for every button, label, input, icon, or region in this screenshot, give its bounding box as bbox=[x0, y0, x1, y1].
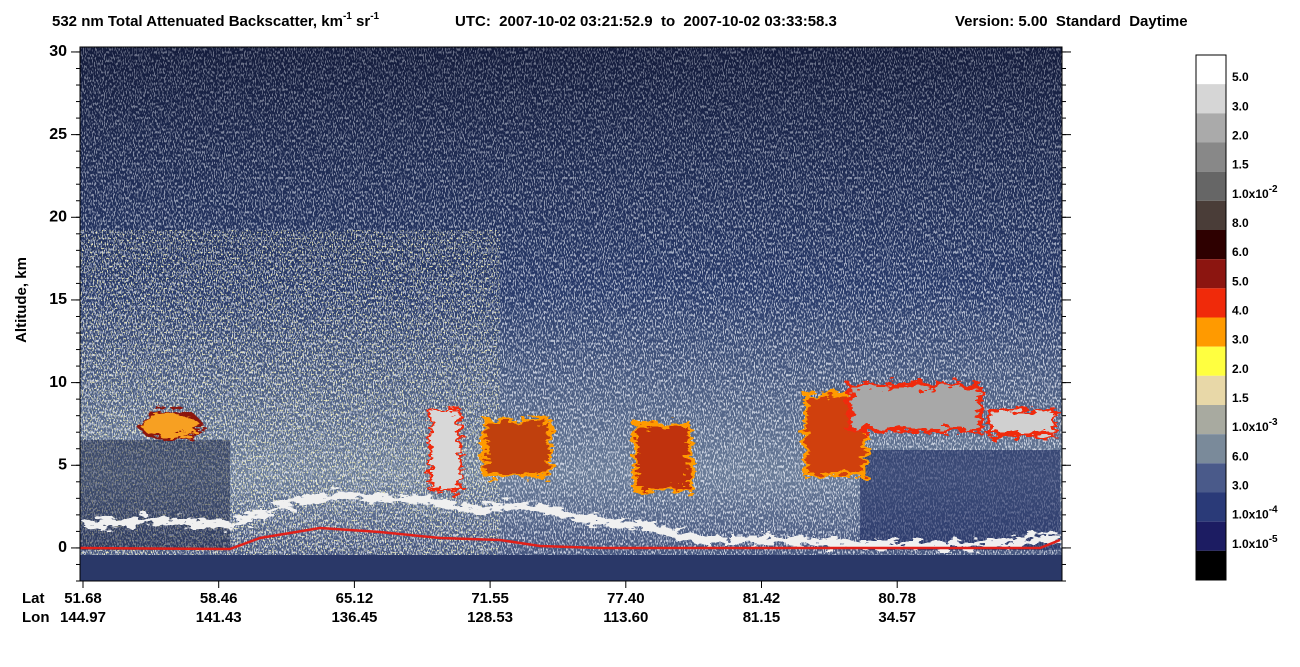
title-part: sr bbox=[352, 13, 371, 30]
colorbar-swatch bbox=[1196, 521, 1226, 551]
lat-label: 77.40 bbox=[607, 590, 645, 607]
colorbar-label: 3.0 bbox=[1232, 100, 1249, 114]
title-sup: -1 bbox=[370, 11, 379, 22]
lat-label: 80.78 bbox=[878, 590, 916, 607]
colorbar-label-text: 1.0x10 bbox=[1232, 187, 1269, 201]
y-tick-label: 25 bbox=[49, 126, 67, 143]
colorbar-swatch bbox=[1196, 463, 1226, 493]
colorbar-swatch bbox=[1196, 113, 1226, 143]
colorbar-label-text: 4.0 bbox=[1232, 304, 1249, 318]
colorbar-label-sup: -5 bbox=[1269, 533, 1278, 544]
colorbar-label-text: 1.0x10 bbox=[1232, 420, 1269, 434]
colorbar-swatch bbox=[1196, 230, 1226, 260]
colorbar-swatch bbox=[1196, 259, 1226, 289]
lat-label: 51.68 bbox=[64, 590, 102, 607]
lat-label: 58.46 bbox=[200, 590, 238, 607]
colorbar-label-text: 3.0 bbox=[1232, 100, 1249, 114]
colorbar-label-text: 5.0 bbox=[1232, 70, 1249, 84]
lat-label: 71.55 bbox=[471, 590, 509, 607]
colorbar-swatch bbox=[1196, 55, 1226, 85]
colorbar-swatch bbox=[1196, 288, 1226, 318]
y-tick-label: 0 bbox=[58, 539, 67, 556]
colorbar-swatch bbox=[1196, 346, 1226, 376]
colorbar-swatch bbox=[1196, 550, 1226, 580]
title-sup: -1 bbox=[343, 11, 352, 22]
title-part: 532 nm Total Attenuated Backscatter, km bbox=[52, 13, 343, 30]
x-row-label: Lat bbox=[22, 590, 45, 607]
lon-label: 128.53 bbox=[467, 609, 513, 626]
y-tick-label: 20 bbox=[49, 209, 67, 226]
colorbar-label: 3.0 bbox=[1232, 479, 1249, 493]
lon-label: 81.15 bbox=[743, 609, 781, 626]
colorbar-label-text: 1.5 bbox=[1232, 158, 1249, 172]
colorbar-label: 6.0 bbox=[1232, 245, 1249, 259]
title-part: Version: 5.00 Standard Daytime bbox=[955, 13, 1188, 30]
colorbar-label: 1.0x10-2 bbox=[1232, 183, 1278, 201]
colorbar-swatch bbox=[1196, 492, 1226, 522]
colorbar-label-text: 2.0 bbox=[1232, 362, 1249, 376]
colorbar-swatch bbox=[1196, 171, 1226, 201]
colorbar-label: 2.0 bbox=[1232, 362, 1249, 376]
y-tick-label: 5 bbox=[58, 456, 67, 473]
colorbar-label: 6.0 bbox=[1232, 450, 1249, 464]
colorbar-label-text: 2.0 bbox=[1232, 129, 1249, 143]
colorbar-label-text: 1.5 bbox=[1232, 391, 1249, 405]
colorbar-label: 5.0 bbox=[1232, 275, 1249, 289]
colorbar-label: 8.0 bbox=[1232, 216, 1249, 230]
colorbar-label: 2.0 bbox=[1232, 129, 1249, 143]
lat-label: 81.42 bbox=[743, 590, 781, 607]
colorbar-label-sup: -4 bbox=[1269, 504, 1278, 515]
lat-label: 65.12 bbox=[336, 590, 374, 607]
title-text: 532 nm Total Attenuated Backscatter, km-… bbox=[52, 11, 380, 30]
plot-frame bbox=[79, 46, 1063, 582]
colorbar-label-text: 6.0 bbox=[1232, 245, 1249, 259]
colorbar-label: 5.0 bbox=[1232, 70, 1249, 84]
y-axis-label: Altitude, km bbox=[13, 257, 30, 343]
lon-label: 113.60 bbox=[603, 609, 648, 626]
colorbar-swatch bbox=[1196, 405, 1226, 435]
colorbar-label-text: 1.0x10 bbox=[1232, 508, 1269, 522]
colorbar-swatch bbox=[1196, 142, 1226, 172]
colorbar-label-text: 6.0 bbox=[1232, 450, 1249, 464]
colorbar-label: 4.0 bbox=[1232, 304, 1249, 318]
x-row-label: Lon bbox=[22, 609, 50, 626]
colorbar-swatch bbox=[1196, 200, 1226, 230]
colorbar-swatch bbox=[1196, 434, 1226, 464]
colorbar-label-text: 3.0 bbox=[1232, 479, 1249, 493]
colorbar-label: 1.5 bbox=[1232, 391, 1249, 405]
colorbar-swatch bbox=[1196, 375, 1226, 405]
colorbar-swatch bbox=[1196, 84, 1226, 114]
lon-label: 136.45 bbox=[331, 609, 377, 626]
lon-label: 34.57 bbox=[878, 609, 916, 626]
colorbar-label-sup: -3 bbox=[1269, 417, 1278, 428]
lon-label: 144.97 bbox=[60, 609, 106, 626]
colorbar-label-text: 5.0 bbox=[1232, 275, 1249, 289]
colorbar-label-text: 8.0 bbox=[1232, 216, 1249, 230]
backscatter-image bbox=[80, 47, 1062, 581]
colorbar-frame bbox=[1195, 54, 1227, 581]
colorbar-swatch bbox=[1196, 317, 1226, 347]
y-tick-label: 30 bbox=[49, 43, 67, 60]
colorbar-label: 1.0x10-5 bbox=[1232, 533, 1278, 551]
y-tick-label: 10 bbox=[49, 374, 67, 391]
lon-label: 141.43 bbox=[196, 609, 242, 626]
colorbar-label: 3.0 bbox=[1232, 333, 1249, 347]
colorbar-label-sup: -2 bbox=[1269, 183, 1278, 194]
title: 532 nm Total Attenuated Backscatter, km-… bbox=[52, 11, 1188, 30]
colorbar-label-text: 3.0 bbox=[1232, 333, 1249, 347]
y-tick-label: 15 bbox=[49, 291, 67, 308]
title-part: UTC: 2007-10-02 03:21:52.9 to 2007-10-02… bbox=[455, 13, 837, 30]
colorbar-label: 1.0x10-3 bbox=[1232, 417, 1278, 435]
colorbar-label: 1.5 bbox=[1232, 158, 1249, 172]
colorbar-label: 1.0x10-4 bbox=[1232, 504, 1278, 522]
colorbar-label-text: 1.0x10 bbox=[1232, 537, 1269, 551]
